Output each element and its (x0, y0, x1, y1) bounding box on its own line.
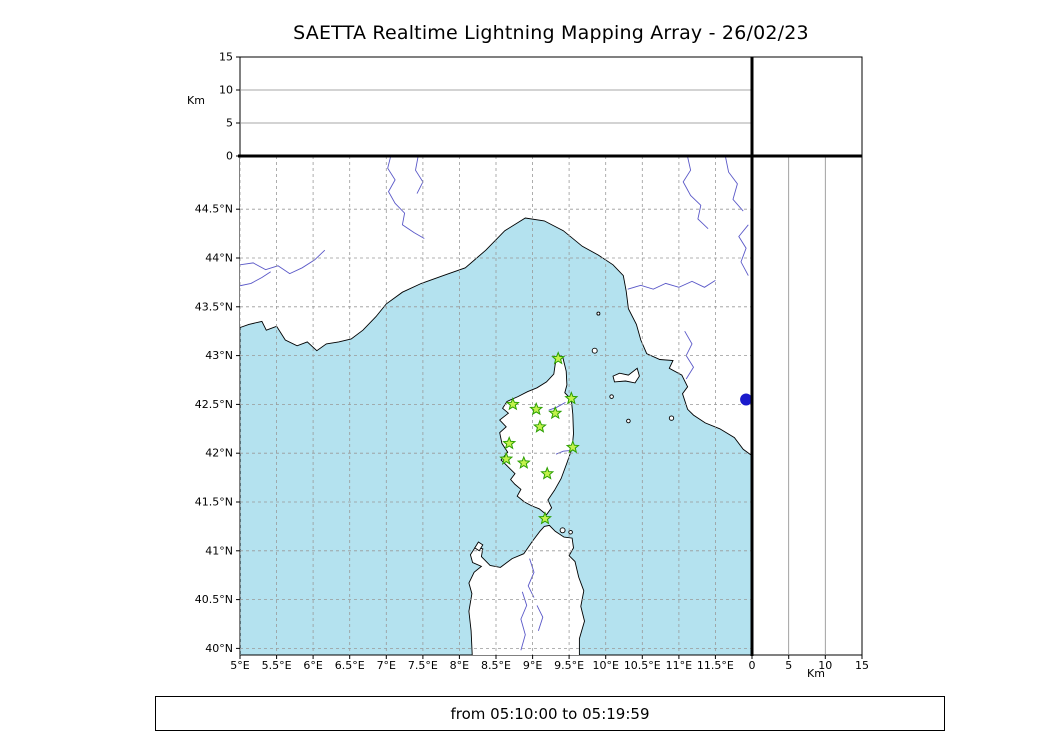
land-layer (240, 156, 752, 655)
islet (668, 415, 675, 421)
mainland-coast (240, 156, 752, 457)
lon-tick-label: 5°E (230, 659, 249, 672)
river (527, 558, 535, 598)
islet (559, 527, 566, 534)
altitude-axis-unit-top: Km (187, 94, 205, 107)
lon-tick-label: 9.5°E (554, 659, 584, 672)
station-marker (529, 401, 544, 416)
river (627, 280, 716, 290)
lat-tick-label: 43.5°N (195, 300, 233, 313)
station-marker (551, 351, 566, 365)
station-marker (532, 419, 547, 433)
river (240, 249, 326, 275)
lon-tick-label: 8.5°E (481, 659, 511, 672)
lon-tick-label: 6.5°E (335, 659, 365, 672)
altitude-tick-label-right: 0 (749, 659, 756, 672)
lat-tick-label: 44.5°N (195, 203, 233, 216)
altitude-axis-unit-right: Km (807, 667, 825, 680)
page-title: SAETTA Realtime Lightning Mapping Array … (293, 22, 809, 44)
lon-tick-label: 11°E (666, 659, 692, 672)
islet (609, 394, 614, 399)
lat-tick-label: 40.5°N (195, 593, 233, 606)
lon-tick-label: 9°E (523, 659, 542, 672)
corner-panel (751, 56, 863, 157)
lat-tick-label: 40°N (205, 642, 233, 655)
islet (626, 418, 631, 424)
river (415, 156, 424, 194)
islet (568, 529, 573, 535)
station-marker (505, 397, 520, 411)
altitude-tick-label-top: 10 (219, 84, 233, 97)
station-marker (499, 451, 514, 466)
river (240, 271, 271, 287)
altitude-tick-label-right: 15 (855, 659, 869, 672)
lon-tick-label: 7.5°E (408, 659, 438, 672)
altitude-tick-label-right: 10 (818, 659, 832, 672)
altitude-tick-label-top: 5 (226, 117, 233, 130)
lon-tick-label: 10°E (592, 659, 618, 672)
time-range-text: from 05:10:00 to 05:19:59 (450, 704, 650, 723)
altitude-tick-label-top: 0 (226, 150, 233, 163)
lon-tick-label: 6°E (303, 659, 322, 672)
altitude-tick-label-top: 15 (219, 51, 233, 64)
lat-tick-label: 44°N (205, 252, 233, 265)
station-marker (565, 439, 580, 454)
event-dot (740, 393, 752, 406)
time-range-box: from 05:10:00 to 05:19:59 (155, 696, 945, 731)
lon-tick-label: 10.5°E (624, 659, 661, 672)
lat-tick-label: 41°N (205, 544, 233, 557)
lat-tick-label: 43°N (205, 349, 233, 362)
station-marker (564, 391, 579, 405)
river (548, 402, 566, 411)
river (682, 156, 709, 230)
panel-grid-layer (240, 89, 826, 655)
lon-tick-label: 8°E (450, 659, 469, 672)
tick-layer (236, 56, 863, 659)
river (387, 156, 425, 239)
lon-tick-label: 7°E (377, 659, 396, 672)
station-marker (502, 436, 517, 450)
elba-island (612, 367, 640, 384)
islet (591, 347, 598, 354)
altitude-tick-label-right: 5 (785, 659, 792, 672)
lon-tick-label: 5.5°E (262, 659, 292, 672)
river (520, 591, 528, 651)
grid-layer (240, 156, 752, 655)
altitude-latitude-panel (751, 155, 863, 656)
river (724, 156, 744, 212)
station-marker (548, 405, 563, 420)
islet (596, 311, 601, 316)
station-marker (538, 511, 552, 525)
marker-layer (499, 351, 752, 525)
lat-tick-label: 42°N (205, 447, 233, 460)
asinara-island (474, 541, 484, 552)
altitude-longitude-panel (239, 56, 753, 157)
river (738, 224, 749, 276)
label-layer: 5°E 5.5°E 6°E 6.5°E 7°E 7.5°E 8°E 8.5°E 9°E 9.5°E… (195, 51, 869, 673)
lon-tick-label: 11.5°E (697, 659, 734, 672)
station-marker (516, 455, 531, 469)
lat-tick-label: 41.5°N (195, 496, 233, 509)
river-layer (240, 156, 749, 651)
lat-tick-label: 42.5°N (195, 398, 233, 411)
river (536, 605, 544, 631)
station-marker (540, 466, 555, 480)
